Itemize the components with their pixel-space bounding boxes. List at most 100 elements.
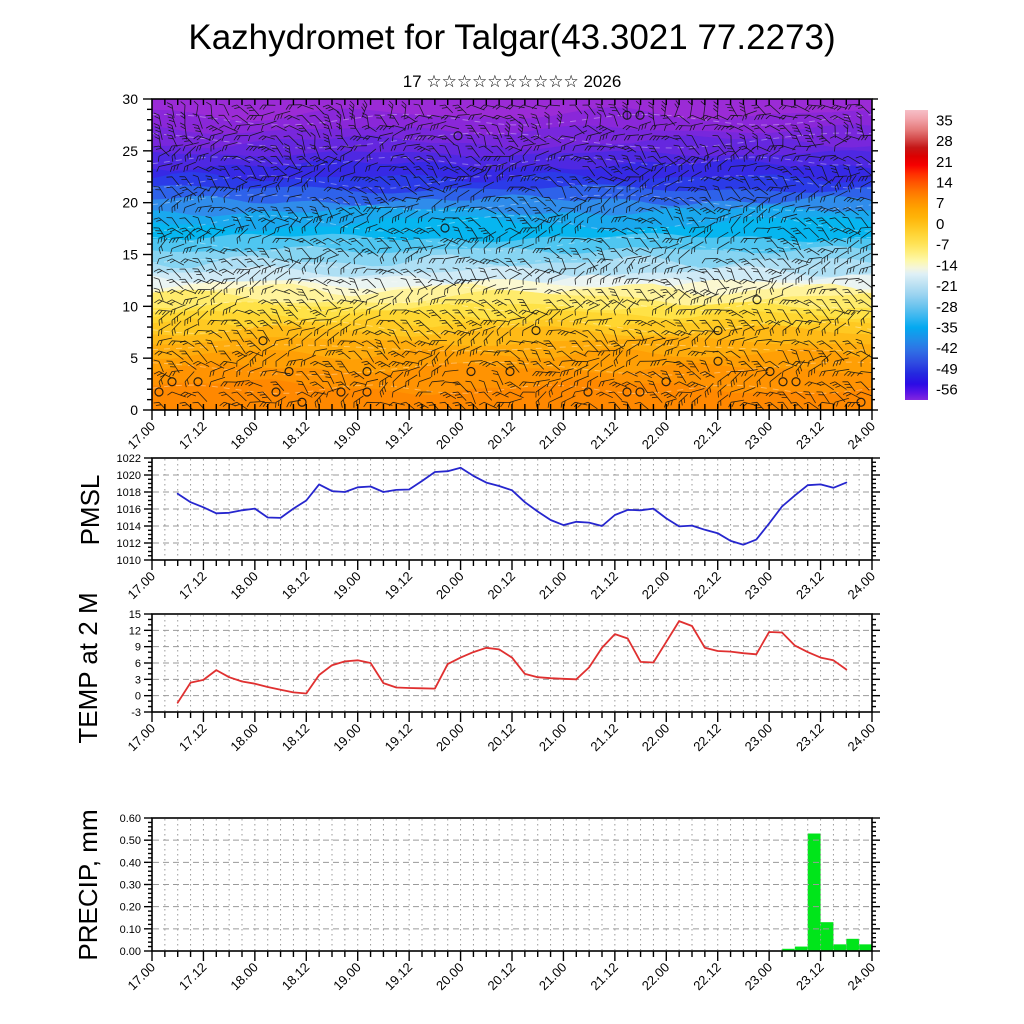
x-tick-label: 21.00 xyxy=(536,569,570,603)
x-tick-label: 19.00 xyxy=(330,960,364,994)
colorbar-tick-label: -56 xyxy=(936,382,958,399)
y-tick-label: 3 xyxy=(135,674,141,686)
precip-bars xyxy=(782,833,872,951)
y-tick-label: 12 xyxy=(129,625,141,637)
y-tick-label: 1012 xyxy=(117,538,141,550)
x-tick-label: 20.12 xyxy=(485,569,519,603)
y-tick-label: 0 xyxy=(135,691,141,703)
x-tick-label: 20.12 xyxy=(485,721,519,755)
x-tick-label: 17.12 xyxy=(176,569,210,603)
colorbar-tick-label: 0 xyxy=(936,216,944,233)
x-tick-label: 18.12 xyxy=(279,419,313,453)
colorbar-tick-label: -14 xyxy=(936,257,958,274)
colorbar-tick-label: 14 xyxy=(936,175,953,192)
precip-panel: 0.00 0.10 0.20 0.30 0.40 0.50 0.60 17.00 17.12 18… xyxy=(120,813,880,993)
x-tick-label: 19.00 xyxy=(330,569,364,603)
y-tick-label: 1014 xyxy=(117,521,141,533)
x-tick-label: 23.12 xyxy=(793,721,827,755)
x-tick-label: 17.12 xyxy=(176,419,210,453)
colorbar-tick-label: 21 xyxy=(936,154,953,171)
y-tick-label: 15 xyxy=(122,247,138,263)
colorbar-tick-label: -35 xyxy=(936,320,958,337)
x-tick-label: 21.12 xyxy=(587,721,621,755)
x-tick-label: 21.12 xyxy=(587,419,621,453)
x-tick-label: 24.00 xyxy=(845,569,879,603)
x-tick-label: 18.00 xyxy=(227,419,261,453)
colorbar-tick-label: 35 xyxy=(936,112,953,129)
x-tick-label: 21.00 xyxy=(536,960,570,994)
colorbar-tick-label: -28 xyxy=(936,299,958,316)
cross-section-panel: 0 5 10 15 20 25 30 17.00 17.12 18.00 18.12 19.00 19.… xyxy=(122,91,878,452)
pmsl-panel: 1010 1012 1014 1016 1018 1020 1022 17.00 17.12 18… xyxy=(117,453,880,602)
colorbar-tick-label: 7 xyxy=(936,195,944,212)
x-tick-label: 22.00 xyxy=(639,569,673,603)
x-tick-label: 18.00 xyxy=(227,721,261,755)
x-tick-label: 23.00 xyxy=(742,569,776,603)
y-tick-label: 10 xyxy=(122,298,138,314)
temp-panel: -3 0 3 6 9 12 15 17.00 17.12 18.00 18.12 19.00 19.12… xyxy=(125,609,880,754)
x-tick-label: 23.00 xyxy=(742,419,776,453)
y-tick-label: 20 xyxy=(122,195,138,211)
y-tick-label: 1022 xyxy=(117,453,141,465)
y-tick-label: 0.40 xyxy=(120,857,141,869)
x-tick-label: 21.12 xyxy=(587,960,621,994)
x-tick-label: 24.00 xyxy=(845,960,879,994)
x-tick-label: 22.00 xyxy=(639,419,673,453)
y-tick-label: -3 xyxy=(131,707,141,719)
x-tick-label: 18.12 xyxy=(279,569,313,603)
x-tick-label: 20.12 xyxy=(485,419,519,453)
y-tick-label: 0.10 xyxy=(120,924,141,936)
x-tick-label: 17.00 xyxy=(125,419,159,453)
x-tick-label: 18.00 xyxy=(227,569,261,603)
x-tick-label: 22.00 xyxy=(639,960,673,994)
x-tick-label: 19.12 xyxy=(382,721,416,755)
x-tick-label: 20.00 xyxy=(433,569,467,603)
y-tick-label: 1018 xyxy=(117,487,141,499)
x-tick-label: 19.12 xyxy=(382,960,416,994)
x-tick-label: 17.00 xyxy=(125,721,159,755)
x-tick-label: 17.12 xyxy=(176,960,210,994)
y-tick-label: 1016 xyxy=(117,504,141,516)
precip-axes: 0.00 0.10 0.20 0.30 0.40 0.50 0.60 17.00 17.12 18… xyxy=(120,813,880,993)
y-tick-label: 15 xyxy=(129,609,141,621)
y-tick-label: 0.20 xyxy=(120,902,141,914)
x-tick-label: 21.00 xyxy=(536,721,570,755)
colorbar-gradient xyxy=(905,110,928,400)
x-tick-label: 18.12 xyxy=(279,721,313,755)
x-tick-label: 22.12 xyxy=(690,419,724,453)
x-tick-label: 24.00 xyxy=(845,419,879,453)
colorbar-tick-label: -7 xyxy=(936,237,949,254)
x-tick-label: 17.00 xyxy=(125,569,159,603)
y-tick-label: 0.30 xyxy=(120,880,141,892)
y-tick-label: 30 xyxy=(122,91,138,107)
x-tick-label: 17.00 xyxy=(125,960,159,994)
y-tick-label: 1020 xyxy=(117,470,141,482)
wind-barbs xyxy=(153,100,872,410)
temp-line xyxy=(176,620,848,704)
x-tick-label: 18.12 xyxy=(279,960,313,994)
x-tick-label: 23.12 xyxy=(793,960,827,994)
x-tick-label: 19.00 xyxy=(330,721,364,755)
y-tick-label: 0.60 xyxy=(120,813,141,825)
x-tick-label: 19.00 xyxy=(330,419,364,453)
y-tick-label: 5 xyxy=(130,350,138,366)
x-tick-label: 18.00 xyxy=(227,960,261,994)
pmsl-line xyxy=(176,466,848,546)
colorbar-tick-label: 28 xyxy=(936,133,953,150)
figure-subtitle: 17 ☆☆☆☆☆☆☆☆☆☆ 2026 xyxy=(402,72,622,91)
colorbar: 35 28 21 14 7 0 -7 -14 -21 -28 -35 -42 -49 -56 xyxy=(905,110,958,400)
y-tick-label: 0 xyxy=(130,402,138,418)
x-tick-label: 22.12 xyxy=(690,569,724,603)
y-tick-label: 6 xyxy=(135,658,141,670)
colorbar-tick-label: -42 xyxy=(936,340,958,357)
x-tick-label: 20.00 xyxy=(433,419,467,453)
y-tick-label: 0.00 xyxy=(120,946,141,958)
colorbar-tick-label: -21 xyxy=(936,278,958,295)
x-tick-label: 19.12 xyxy=(382,419,416,453)
x-tick-label: 21.12 xyxy=(587,569,621,603)
x-tick-label: 22.00 xyxy=(639,721,673,755)
y-tick-label: 25 xyxy=(122,143,138,159)
x-tick-label: 20.00 xyxy=(433,721,467,755)
y-tick-label: 9 xyxy=(135,642,141,654)
